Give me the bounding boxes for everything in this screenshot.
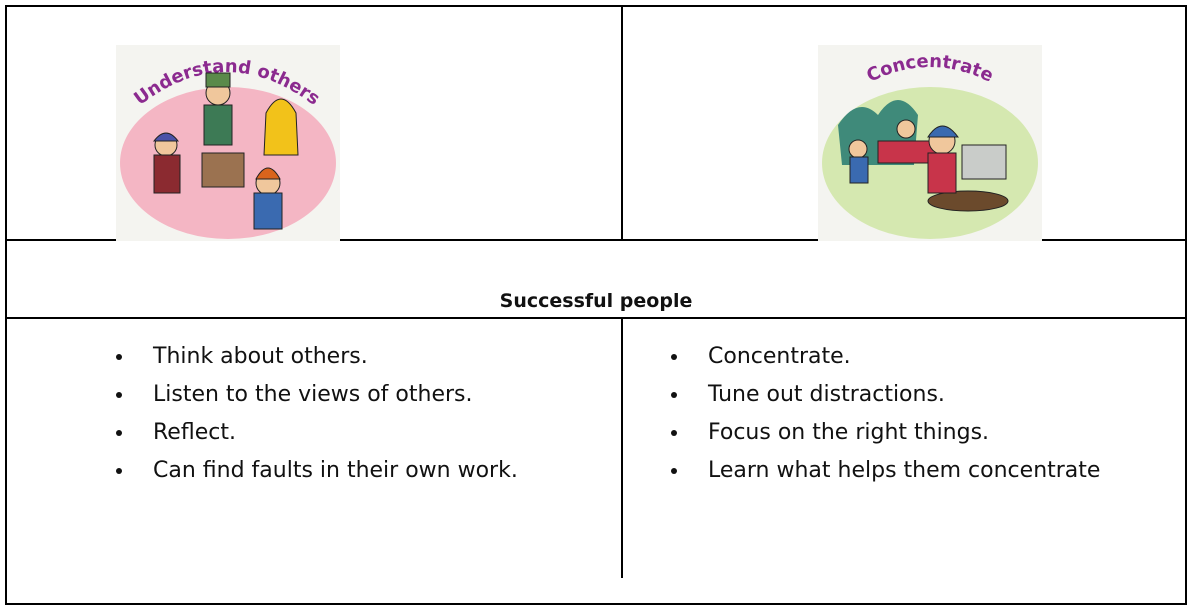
row-divider: [5, 317, 1187, 319]
bullet-list: Think about others.Listen to the views o…: [95, 338, 615, 490]
illustration: Understand others: [116, 45, 340, 241]
list-item: Learn what helps them concentrate: [690, 452, 1170, 490]
list-item: Reflect.: [135, 414, 615, 452]
row-divider: [5, 239, 1187, 241]
page: Understand others Concentrate Successful…: [0, 0, 1190, 567]
list-item: Listen to the views of others.: [135, 376, 615, 414]
illustration: Concentrate: [818, 45, 1042, 241]
list-item: Think about others.: [135, 338, 615, 376]
cell-divider: [621, 318, 623, 578]
cell-divider: [621, 5, 623, 240]
list-item: Can find faults in their own work.: [135, 452, 615, 490]
list-item: Tune out distractions.: [690, 376, 1170, 414]
list-item: Concentrate.: [690, 338, 1170, 376]
bullet-list: Concentrate.Tune out distractions.Focus …: [650, 338, 1170, 490]
list-item: Focus on the right things.: [690, 414, 1170, 452]
section-heading: Successful people: [499, 290, 693, 312]
